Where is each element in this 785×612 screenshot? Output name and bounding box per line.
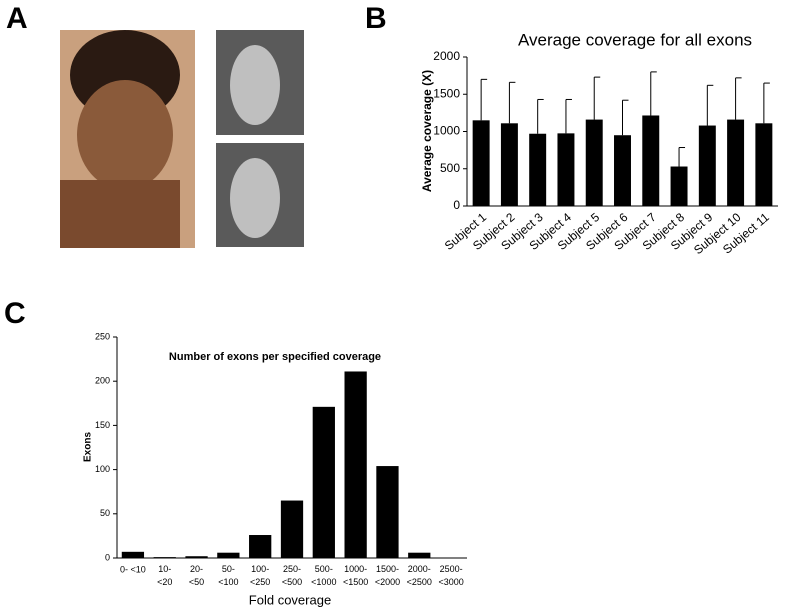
y-tick-label: 1500 <box>433 86 460 100</box>
error-bar <box>706 84 714 126</box>
y-axis-label: Average coverage (X) <box>420 70 434 192</box>
bar <box>312 406 335 558</box>
bar <box>280 500 304 558</box>
bar <box>153 557 176 558</box>
xray-hand-1 <box>230 45 280 125</box>
bar <box>698 125 716 206</box>
bar <box>344 371 367 558</box>
bar <box>376 466 399 558</box>
bar <box>185 556 208 558</box>
bar <box>121 551 145 558</box>
error-bar <box>622 99 629 136</box>
bar <box>670 166 688 206</box>
y-tick-label: 50 <box>100 508 110 518</box>
panel-a-images <box>60 30 304 248</box>
error-bar <box>735 77 742 120</box>
xray-hand-2 <box>230 158 280 238</box>
bar <box>529 133 547 206</box>
x-tick-label: 20-<50 <box>189 564 204 587</box>
error-bar <box>537 98 544 134</box>
x-tick-label: 2000-<2500 <box>407 564 432 587</box>
error-bar <box>480 78 488 121</box>
bar <box>408 552 431 558</box>
error-bar <box>678 147 686 167</box>
y-tick-label: 500 <box>440 161 460 175</box>
x-tick-label: 50-<100 <box>218 564 238 587</box>
bar <box>642 115 660 206</box>
error-bar <box>508 81 516 124</box>
y-tick-label: 2000 <box>433 49 460 63</box>
panel-label: A <box>6 2 28 35</box>
photo-body <box>60 180 180 248</box>
x-tick-label: 250-<500 <box>282 564 302 587</box>
x-tick-label: 100-<250 <box>250 564 270 587</box>
panel-label: B <box>365 2 387 35</box>
bar <box>217 552 240 558</box>
x-tick-label: 1000-<1500 <box>343 564 368 587</box>
y-tick-label: 150 <box>95 420 110 430</box>
bar <box>755 123 773 206</box>
bar <box>585 119 603 206</box>
chart-title: Number of exons per specified coverage <box>169 351 381 363</box>
error-bar <box>565 98 572 134</box>
x-axis-label: Fold coverage <box>249 592 331 607</box>
x-tick-label: 10-<20 <box>157 564 172 587</box>
y-tick-label: 250 <box>95 331 110 341</box>
y-tick-label: 0 <box>105 552 110 562</box>
y-tick-label: 100 <box>95 464 110 474</box>
y-tick-label: 200 <box>95 376 110 386</box>
y-axis-label: Exons <box>83 432 94 462</box>
x-tick-label: 1500-<2000 <box>375 564 400 587</box>
bar <box>614 135 631 206</box>
bar <box>727 119 745 206</box>
bar <box>500 123 518 206</box>
bar <box>472 120 490 206</box>
bar <box>557 133 575 206</box>
panel-label: C <box>4 297 26 330</box>
x-tick-label: 500-<1000 <box>311 564 336 587</box>
error-bar <box>650 71 657 116</box>
error-bar <box>593 76 601 120</box>
y-tick-label: 0 <box>453 198 460 212</box>
chart-title: Average coverage for all exons <box>518 30 752 49</box>
x-tick-label: 0- <10 <box>120 564 146 574</box>
photo-face <box>77 80 173 190</box>
error-bar <box>763 82 770 124</box>
bar <box>249 535 272 558</box>
y-tick-label: 1000 <box>433 124 460 138</box>
x-tick-label: 2500-<3000 <box>438 564 463 587</box>
